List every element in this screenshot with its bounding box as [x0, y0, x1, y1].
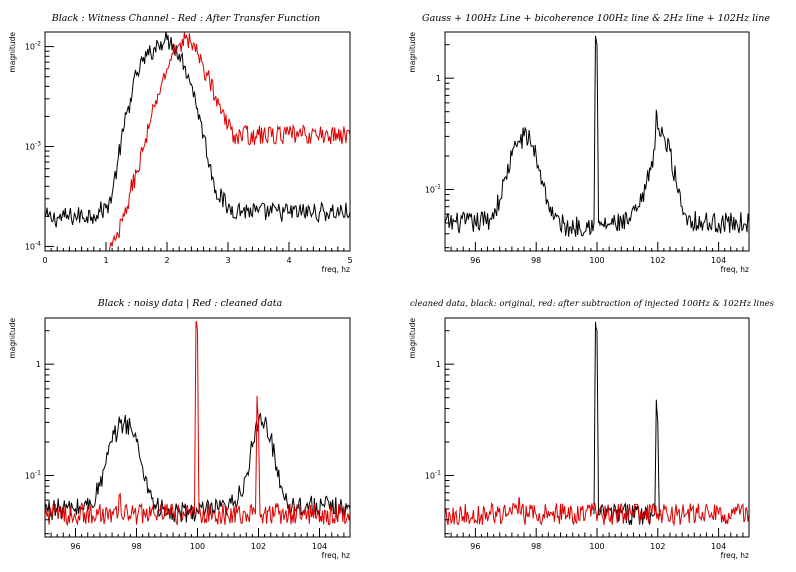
- series-line-signal: [445, 35, 749, 237]
- x-axis-label: freq, hz: [322, 551, 350, 560]
- plot-area: [45, 32, 350, 251]
- x-axis-label: freq, hz: [322, 265, 350, 274]
- x-tick-label: 104: [312, 542, 327, 551]
- y-tick-label: 1: [436, 74, 441, 83]
- series-line-after-transfer-function: [108, 32, 350, 251]
- chart-title: cleaned data, black: original, red: afte…: [410, 299, 775, 309]
- x-tick-label: 4: [286, 256, 291, 265]
- x-tick-label: 5: [347, 256, 352, 265]
- series-line-witness-channel: [45, 32, 350, 228]
- chart-panel-3: Black : noisy data | Red : cleaned data 9…: [8, 298, 351, 560]
- y-tick-label: 10-1: [425, 183, 441, 194]
- x-tick-label: 102: [251, 542, 266, 551]
- x-tick-label: 104: [711, 256, 726, 265]
- series-line-after-subtraction: [445, 497, 749, 527]
- chart-panel-2: Gauss + 100Hz Line + bicoherence 100Hz l…: [408, 13, 770, 274]
- y-tick-label: 10-1: [25, 469, 41, 480]
- x-tick-label: 98: [531, 542, 541, 551]
- x-tick-label: 3: [225, 256, 230, 265]
- series-line-cleaned-data: [45, 321, 350, 527]
- x-axis-label: freq, hz: [721, 265, 749, 274]
- x-tick-label: 104: [711, 542, 726, 551]
- x-tick-label: 98: [131, 542, 141, 551]
- x-tick-label: 96: [470, 542, 480, 551]
- x-tick-label: 2: [164, 256, 169, 265]
- chart-panel-4: cleaned data, black: original, red: afte…: [408, 299, 775, 560]
- y-tick-label: 10-2: [25, 41, 41, 52]
- y-axis-label: magnitude: [408, 32, 417, 73]
- x-tick-label: 96: [70, 542, 80, 551]
- y-tick-label: 10-1: [425, 469, 441, 480]
- y-axis-label: magnitude: [408, 318, 417, 359]
- x-tick-label: 102: [650, 256, 665, 265]
- x-tick-label: 102: [650, 542, 665, 551]
- y-axis-label: magnitude: [8, 318, 17, 359]
- y-tick-label: 1: [36, 360, 41, 369]
- x-tick-label: 100: [589, 256, 604, 265]
- chart-title: Black : Witness Channel - Red : After Tr…: [51, 13, 321, 24]
- chart-panel-1: Black : Witness Channel - Red : After Tr…: [8, 13, 353, 274]
- y-tick-label: 1: [436, 360, 441, 369]
- x-tick-label: 1: [103, 256, 108, 265]
- chart-title: Black : noisy data | Red : cleaned data: [97, 298, 283, 309]
- x-tick-label: 100: [190, 542, 205, 551]
- y-axis-label: magnitude: [8, 32, 17, 73]
- x-tick-label: 98: [531, 256, 541, 265]
- y-tick-label: 10-4: [25, 240, 41, 251]
- x-axis-label: freq, hz: [721, 551, 749, 560]
- x-tick-label: 96: [470, 256, 480, 265]
- plot-area: [45, 321, 350, 527]
- plot-area: [445, 321, 749, 527]
- y-tick-label: 10-3: [25, 141, 41, 152]
- series-line-original: [593, 321, 662, 526]
- plot-area: [445, 35, 749, 237]
- x-tick-label: 100: [589, 542, 604, 551]
- series-line-noisy-data: [45, 412, 350, 523]
- x-tick-label: 0: [42, 256, 47, 265]
- chart-title: Gauss + 100Hz Line + bicoherence 100Hz l…: [422, 13, 770, 24]
